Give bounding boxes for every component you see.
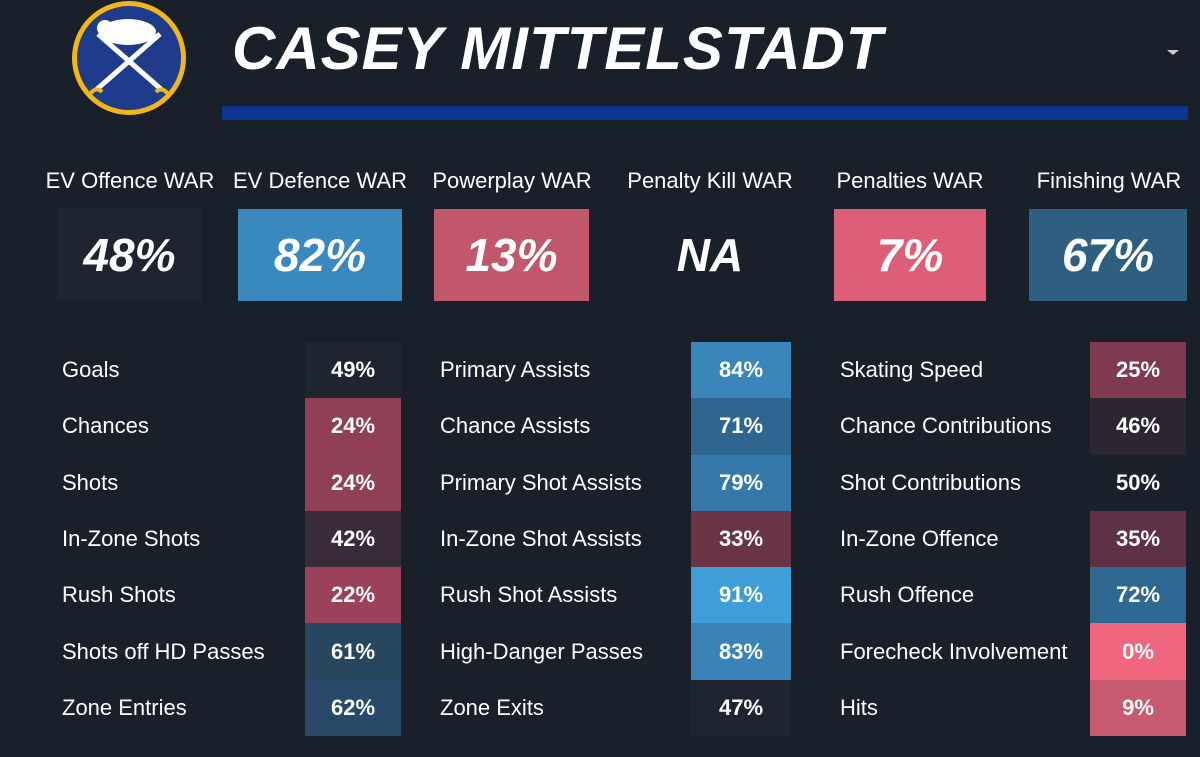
metric-label: Chances xyxy=(62,413,149,439)
metric-value: 72% xyxy=(1090,567,1186,624)
metric-label: Forecheck Involvement xyxy=(840,638,1068,664)
metric-label: Rush Shot Assists xyxy=(440,582,618,608)
metric-value: 46% xyxy=(1090,398,1186,455)
metric-value: 84% xyxy=(691,342,791,399)
metric-value: 50% xyxy=(1090,454,1186,511)
war-value: 7% xyxy=(834,209,986,301)
metric-label: Shots xyxy=(62,469,119,495)
war-value: 48% xyxy=(57,209,202,301)
war-label: Finishing WAR xyxy=(1036,168,1182,193)
metric-value: 83% xyxy=(691,623,791,680)
metric-value: 24% xyxy=(305,398,401,455)
metric-value: 62% xyxy=(305,679,401,736)
metric-label: High-Danger Passes xyxy=(440,638,643,664)
metric-value: 61% xyxy=(305,623,401,680)
metric-label: Rush Offence xyxy=(840,582,975,608)
metric-label: Goals xyxy=(62,357,120,383)
metric-value: 0% xyxy=(1090,623,1186,680)
war-label: Penalty Kill WAR xyxy=(627,168,793,193)
metric-value: 9% xyxy=(1090,679,1186,736)
metric-value: 33% xyxy=(691,510,791,568)
metric-label: Primary Shot Assists xyxy=(440,469,642,495)
metric-label: Chance Assists xyxy=(440,413,591,439)
dropdown-toggle[interactable] xyxy=(1166,48,1180,58)
metric-value: 24% xyxy=(305,454,401,511)
metric-label: Zone Exits xyxy=(440,694,544,720)
metric-value: 42% xyxy=(305,510,401,568)
metric-value: 47% xyxy=(691,679,791,736)
war-value: 67% xyxy=(1029,209,1187,301)
metric-label: In-Zone Shots xyxy=(62,525,201,551)
metric-label: Chance Contributions xyxy=(840,413,1052,439)
metric-value: 79% xyxy=(691,454,791,511)
metric-value: 71% xyxy=(691,398,791,455)
metric-label: Shot Contributions xyxy=(840,469,1021,495)
metric-label: Shots off HD Passes xyxy=(62,638,265,664)
metric-value: 35% xyxy=(1090,510,1186,568)
metric-value: 91% xyxy=(691,567,791,624)
metric-label: Hits xyxy=(840,694,878,720)
player-name: CASEY MITTELSTADT xyxy=(232,15,884,82)
war-label: EV Offence WAR xyxy=(45,168,215,193)
war-value: 13% xyxy=(434,209,589,301)
war-value: NA xyxy=(676,229,744,281)
war-label: Powerplay WAR xyxy=(432,168,592,193)
metric-value: 22% xyxy=(305,567,401,624)
metric-label: Skating Speed xyxy=(840,357,984,383)
war-value: 82% xyxy=(238,209,402,301)
metric-label: Primary Assists xyxy=(440,357,591,383)
title-underline xyxy=(222,106,1188,120)
war-label: Penalties WAR xyxy=(836,168,984,193)
metric-label: Zone Entries xyxy=(62,694,187,720)
metric-value: 49% xyxy=(305,342,401,399)
metric-label: Rush Shots xyxy=(62,582,176,608)
metric-label: In-Zone Shot Assists xyxy=(440,525,642,551)
metric-value: 25% xyxy=(1090,342,1186,399)
war-label: EV Defence WAR xyxy=(232,168,408,193)
metric-label: In-Zone Offence xyxy=(840,525,999,551)
team-logo xyxy=(72,1,186,115)
